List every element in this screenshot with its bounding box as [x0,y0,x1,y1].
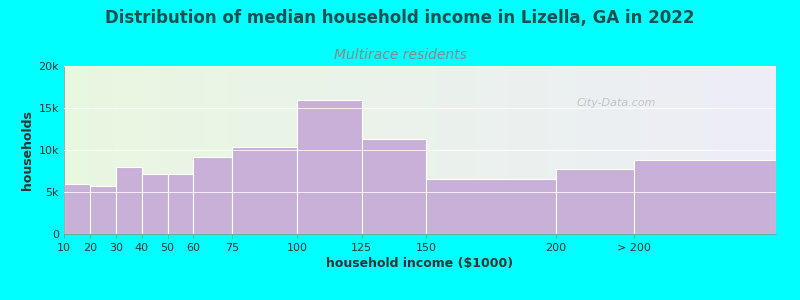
Text: Multirace residents: Multirace residents [334,48,466,62]
Y-axis label: households: households [22,110,34,190]
Bar [64,184,90,234]
Bar [556,169,634,234]
Bar [116,167,142,234]
Bar [297,100,362,234]
X-axis label: household income ($1000): household income ($1000) [326,257,514,270]
Bar [142,173,167,234]
Bar [90,186,116,234]
Bar [426,178,556,234]
Bar [232,147,297,234]
Bar [167,174,194,234]
Bar [634,160,776,234]
Bar [194,157,232,234]
Text: Distribution of median household income in Lizella, GA in 2022: Distribution of median household income … [106,9,694,27]
Bar [362,139,426,234]
Text: City-Data.com: City-Data.com [577,98,656,108]
